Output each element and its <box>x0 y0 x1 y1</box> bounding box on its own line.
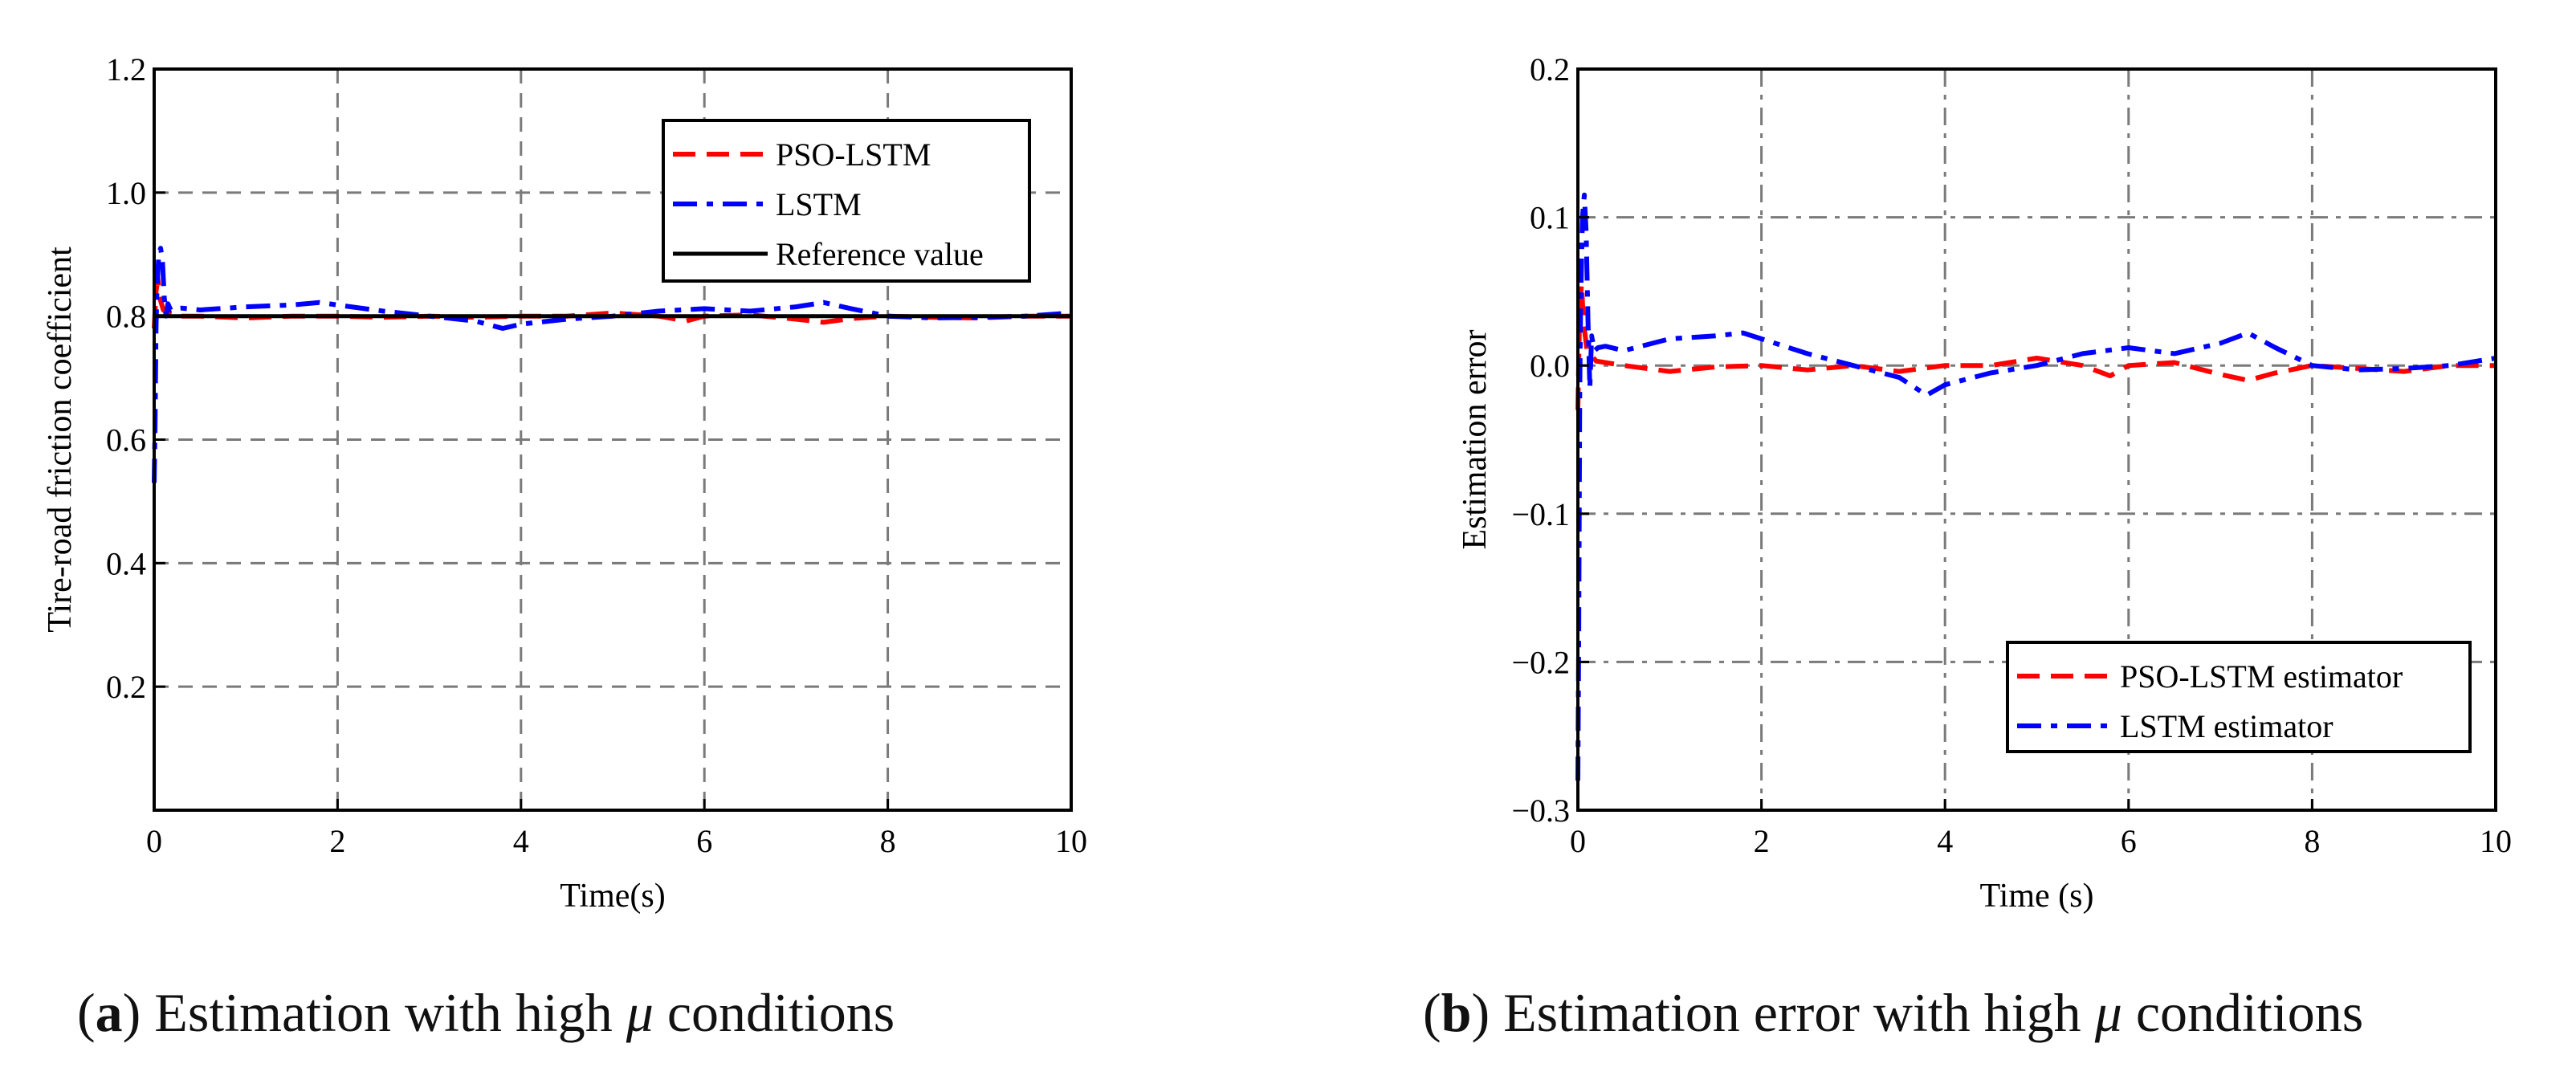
y-tick-label: −0.1 <box>1511 496 1570 532</box>
y-tick-label: 1.0 <box>106 175 146 211</box>
y-tick-label: 1.2 <box>106 51 146 88</box>
x-tick-label: 6 <box>2121 823 2137 859</box>
x-tick-label: 2 <box>329 823 345 859</box>
x-tick-label: 6 <box>696 823 712 859</box>
legend-label: Reference value <box>776 236 984 272</box>
legend-label: LSTM estimator <box>2120 708 2333 744</box>
x-tick-label: 4 <box>513 823 529 859</box>
y-tick-label: 0.8 <box>106 299 146 335</box>
chart-panel-a: 0 2 4 6 8 10 0.2 0.4 0.6 0.8 1.0 1.2 Time(s) Tire-roa… <box>42 51 1087 1043</box>
legend-label: PSO-LSTM <box>776 137 931 173</box>
series-line-pso-lstm <box>152 276 1071 329</box>
x-tick-label: 0 <box>146 823 162 859</box>
y-axis-label: Estimation error <box>1457 329 1494 549</box>
y-tick-label: 0.4 <box>106 545 146 581</box>
y-tick-label: −0.2 <box>1511 644 1570 680</box>
series-line-lstm-estimator <box>1575 192 2497 781</box>
x-tick-label: 10 <box>2480 823 2512 859</box>
chart-panel-b: 0 2 4 6 8 10 −0.3 −0.2 −0.1 0.0 0.1 0.2 Time (s) Esti… <box>1423 51 2512 1043</box>
plot-frame <box>1576 67 2497 812</box>
y-tick-label: 0.2 <box>106 669 146 705</box>
legend-label: PSO-LSTM estimator <box>2120 658 2403 695</box>
y-tick-label: 0.2 <box>1530 51 1570 88</box>
y-tick-label: −0.3 <box>1511 793 1570 829</box>
x-axis-label: Time(s) <box>560 878 665 915</box>
y-tick-label: 0.6 <box>106 422 146 458</box>
panel-caption: (a) Estimation with high μ conditions <box>77 982 895 1043</box>
x-tick-label: 0 <box>1570 823 1586 859</box>
x-tick-label: 8 <box>2304 823 2320 859</box>
legend-label: LSTM <box>776 186 862 222</box>
series-line-pso-lstm-estimator <box>1575 281 2496 410</box>
legend: PSO-LSTM estimator LSTM estimator <box>2006 641 2472 753</box>
y-tick-label: 0.0 <box>1530 348 1570 384</box>
x-tick-label: 10 <box>1055 823 1087 859</box>
x-tick-label: 8 <box>880 823 896 859</box>
x-tick-label: 2 <box>1754 823 1770 859</box>
series-line-lstm <box>152 246 1072 483</box>
x-tick-label: 4 <box>1937 823 1953 859</box>
legend: PSO-LSTM LSTM Reference value <box>662 119 1031 283</box>
panel-caption: (b) Estimation error with high μ conditi… <box>1423 982 2363 1043</box>
x-axis-label: Time (s) <box>1980 878 2094 915</box>
y-axis-label: Tire-road friction coefficient <box>42 247 79 633</box>
y-tick-label: 0.1 <box>1530 200 1570 236</box>
legend-box <box>2006 641 2472 753</box>
